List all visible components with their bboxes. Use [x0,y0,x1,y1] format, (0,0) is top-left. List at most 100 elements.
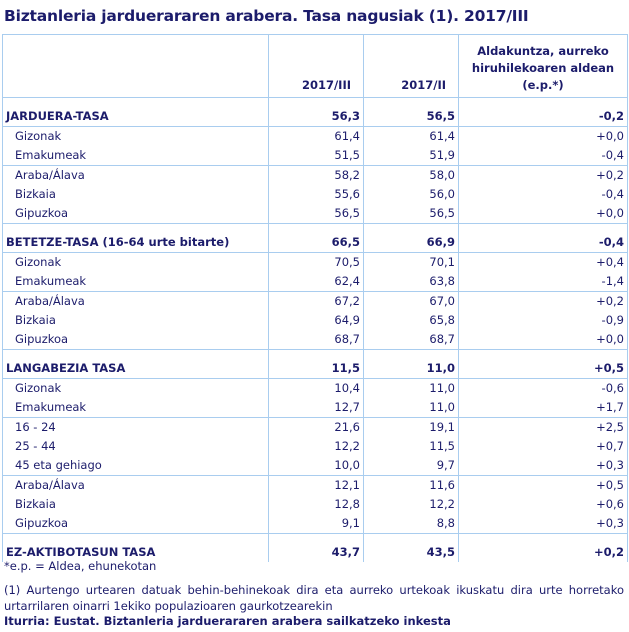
table-row: Emakumeak 12,7 11,0 +1,7 [2,398,628,418]
value-change: +0,2 [458,291,628,311]
table-row: Gipuzkoa 9,1 8,8 +0,3 [2,514,628,534]
row-label: Emakumeak [2,146,269,166]
row-label: Araba/Álava [2,291,269,311]
row-label: Bizkaia [2,495,269,514]
value-change: +0,2 [458,165,628,185]
value-2017-ii: 56,5 [363,97,459,127]
value-change: +0,0 [458,204,628,224]
rates-table: 2017/III 2017/II Aldakuntza, aurreko hir… [2,34,628,562]
table-row: Araba/Álava 12,1 11,6 +0,5 [2,475,628,495]
value-change: -0,2 [458,97,628,127]
value-change: +1,7 [458,398,628,418]
value-2017-ii: 70,1 [363,252,459,272]
row-label: JARDUERA-TASA [2,97,269,127]
value-2017-iii: 9,1 [268,514,364,534]
source-note: Iturria: Eustat. Biztanleria jarduerarar… [4,614,451,628]
value-2017-ii: 12,2 [363,495,459,514]
value-change: +2,5 [458,417,628,437]
value-2017-iii: 56,3 [268,97,364,127]
row-label: Gipuzkoa [2,514,269,534]
value-2017-ii: 43,5 [363,533,459,562]
row-label: 25 - 44 [2,437,269,456]
value-2017-iii: 70,5 [268,252,364,272]
row-label: LANGABEZIA TASA [2,349,269,379]
value-2017-ii: 66,9 [363,223,459,253]
value-2017-ii: 11,5 [363,437,459,456]
value-2017-iii: 21,6 [268,417,364,437]
page-title: Biztanleria jarduerararen arabera. Tasa … [4,7,529,25]
table-row: 16 - 24 21,6 19,1 +2,5 [2,417,628,437]
value-change: +0,5 [458,349,628,379]
table-row: Gizonak 61,4 61,4 +0,0 [2,126,628,146]
value-2017-iii: 12,2 [268,437,364,456]
value-2017-ii: 11,0 [363,378,459,398]
value-2017-iii: 10,4 [268,378,364,398]
row-label: 16 - 24 [2,417,269,437]
value-change: +0,4 [458,252,628,272]
header-2017-iii: 2017/III [268,34,364,98]
value-change: +0,3 [458,514,628,534]
table-row: Gizonak 10,4 11,0 -0,6 [2,378,628,398]
row-label: Araba/Álava [2,475,269,495]
value-2017-ii: 56,0 [363,185,459,204]
value-2017-iii: 12,1 [268,475,364,495]
table-row: 25 - 44 12,2 11,5 +0,7 [2,437,628,456]
value-change: -0,4 [458,223,628,253]
value-2017-iii: 55,6 [268,185,364,204]
value-2017-iii: 11,5 [268,349,364,379]
table-row: Gizonak 70,5 70,1 +0,4 [2,252,628,272]
row-label: Gipuzkoa [2,204,269,224]
value-2017-iii: 51,5 [268,146,364,166]
row-label: 45 eta gehiago [2,456,269,476]
value-2017-iii: 61,4 [268,126,364,146]
row-label: Bizkaia [2,185,269,204]
value-2017-ii: 19,1 [363,417,459,437]
table-row: Gipuzkoa 56,5 56,5 +0,0 [2,204,628,224]
value-change: -0,4 [458,146,628,166]
value-change: +0,2 [458,533,628,562]
value-change: +0,0 [458,330,628,350]
value-2017-ii: 65,8 [363,311,459,330]
row-label: Bizkaia [2,311,269,330]
row-label: Gipuzkoa [2,330,269,350]
value-2017-iii: 12,7 [268,398,364,418]
row-label: Araba/Álava [2,165,269,185]
section-row: JARDUERA-TASA 56,3 56,5 -0,2 [2,97,628,127]
row-label: Gizonak [2,126,269,146]
header-change: Aldakuntza, aurreko hiruhilekoaren aldea… [458,34,628,98]
table-row: Bizkaia 12,8 12,2 +0,6 [2,495,628,514]
value-change: +0,7 [458,437,628,456]
value-2017-ii: 63,8 [363,272,459,292]
value-2017-iii: 56,5 [268,204,364,224]
footnote-1: (1) Aurtengo urtearen datuak behin-behin… [4,583,624,613]
value-2017-iii: 12,8 [268,495,364,514]
value-change: -0,9 [458,311,628,330]
row-label: Emakumeak [2,398,269,418]
header-label [2,34,269,98]
value-2017-ii: 8,8 [363,514,459,534]
value-2017-iii: 43,7 [268,533,364,562]
value-2017-iii: 66,5 [268,223,364,253]
value-2017-iii: 64,9 [268,311,364,330]
value-2017-iii: 67,2 [268,291,364,311]
table-row: Emakumeak 62,4 63,8 -1,4 [2,272,628,292]
section-row: EZ-AKTIBOTASUN TASA 43,7 43,5 +0,2 [2,533,628,562]
value-change: -1,4 [458,272,628,292]
value-2017-iii: 68,7 [268,330,364,350]
row-label: Gizonak [2,378,269,398]
value-2017-iii: 10,0 [268,456,364,476]
value-2017-iii: 62,4 [268,272,364,292]
table-row: Bizkaia 55,6 56,0 -0,4 [2,185,628,204]
row-label: Emakumeak [2,272,269,292]
table-row: Gipuzkoa 68,7 68,7 +0,0 [2,330,628,350]
row-label: Gizonak [2,252,269,272]
value-change: -0,4 [458,185,628,204]
value-2017-ii: 68,7 [363,330,459,350]
table-body: JARDUERA-TASA 56,3 56,5 -0,2 Gizonak 61,4 61,4… [2,97,628,562]
footnote-ep: *e.p. = Aldea, ehunekotan [4,559,157,573]
value-2017-ii: 9,7 [363,456,459,476]
value-2017-ii: 11,0 [363,349,459,379]
table-row: Araba/Álava 67,2 67,0 +0,2 [2,291,628,311]
row-label: BETETZE-TASA (16-64 urte bitarte) [2,223,269,253]
table-row: Bizkaia 64,9 65,8 -0,9 [2,311,628,330]
